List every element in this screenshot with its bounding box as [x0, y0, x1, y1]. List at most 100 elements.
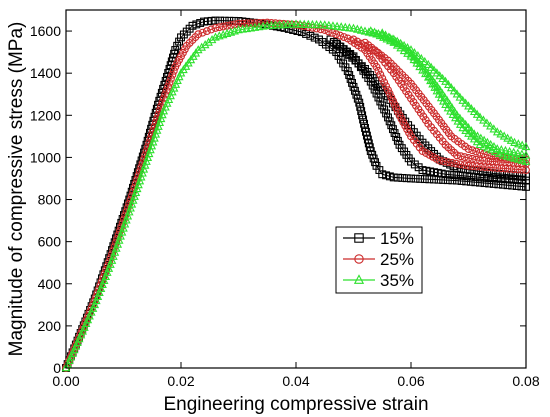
data-point — [219, 22, 228, 31]
data-point — [503, 181, 512, 190]
data-point — [509, 147, 518, 156]
data-point — [522, 176, 530, 185]
data-point — [97, 277, 106, 286]
data-point — [435, 85, 445, 94]
data-point — [476, 178, 484, 187]
data-point — [476, 133, 486, 142]
data-point — [479, 115, 488, 124]
data-point — [482, 118, 492, 127]
data-point — [447, 103, 457, 112]
data-point — [467, 131, 476, 140]
data-point — [364, 27, 374, 36]
data-point — [295, 19, 305, 28]
data-point — [225, 16, 234, 25]
data-point — [418, 61, 427, 71]
data-point — [359, 115, 368, 124]
data-point — [452, 110, 462, 119]
data-point — [445, 99, 454, 108]
data-point — [420, 65, 430, 74]
x-tick-label: 0.00 — [52, 373, 79, 389]
y-tick-label: 1000 — [30, 149, 61, 165]
data-point — [158, 110, 167, 119]
data-point — [99, 273, 108, 282]
data-point — [505, 146, 514, 155]
data-point — [143, 152, 153, 162]
data-point — [384, 32, 394, 41]
data-point — [123, 211, 133, 220]
data-point — [458, 116, 468, 125]
data-point — [316, 25, 325, 34]
data-point — [207, 34, 217, 44]
data-point — [339, 33, 348, 41]
data-point — [443, 176, 452, 185]
data-point — [460, 161, 469, 170]
data-point — [376, 97, 385, 106]
data-point — [73, 337, 82, 346]
data-point — [423, 68, 432, 77]
data-point — [166, 74, 175, 83]
data-point — [456, 160, 465, 169]
data-point — [356, 25, 366, 34]
data-point — [394, 38, 403, 47]
data-point — [387, 34, 397, 43]
data-point — [429, 65, 439, 74]
data-point — [83, 315, 93, 324]
data-point — [376, 70, 385, 79]
data-point — [389, 173, 398, 182]
data-point — [215, 23, 224, 32]
legend-marker — [354, 233, 364, 243]
data-point — [420, 56, 430, 66]
data-point — [134, 180, 143, 189]
data-point — [517, 140, 527, 149]
data-point — [382, 109, 391, 118]
data-point — [174, 72, 184, 81]
data-point — [324, 20, 334, 29]
data-point — [437, 88, 447, 97]
data-point — [360, 26, 370, 35]
data-point — [340, 22, 350, 31]
data-point — [366, 26, 376, 35]
axis-ticks: 0.00 0.02 0.04 0.06 0.08 0 200 400 600 800 1000 120… — [30, 10, 540, 389]
data-point — [138, 168, 147, 177]
data-point — [155, 117, 165, 127]
data-point — [116, 231, 125, 240]
data-point — [461, 119, 470, 129]
y-tick-label: 1200 — [30, 107, 61, 123]
data-point — [165, 78, 174, 87]
data-point — [432, 68, 442, 77]
data-point — [521, 156, 531, 165]
data-point — [492, 144, 502, 153]
data-point — [388, 96, 397, 105]
data-point — [349, 23, 358, 32]
data-point — [469, 106, 479, 116]
data-point — [345, 23, 354, 32]
data-point — [504, 170, 513, 179]
data-point — [128, 195, 138, 204]
data-point — [168, 70, 177, 79]
data-point — [397, 40, 407, 50]
data-point — [425, 175, 434, 184]
data-point — [242, 19, 251, 28]
data-point — [98, 279, 107, 288]
legend: 15% 25% 35% — [335, 226, 423, 294]
data-point — [496, 129, 506, 138]
data-point — [415, 58, 424, 67]
data-point — [486, 139, 495, 149]
data-point — [193, 45, 203, 54]
data-point — [90, 299, 100, 309]
data-point — [479, 149, 488, 158]
data-point — [106, 259, 115, 268]
data-point — [509, 171, 518, 180]
data-point — [428, 75, 437, 84]
data-point — [202, 27, 211, 36]
data-point — [358, 111, 367, 120]
x-tick-label: 0.04 — [282, 373, 309, 389]
data-point — [398, 173, 407, 182]
x-tick-label: 0.02 — [167, 373, 194, 389]
data-point — [464, 161, 473, 170]
data-point — [85, 311, 94, 320]
data-point — [80, 322, 89, 331]
legend-label: 35% — [380, 271, 414, 290]
data-point — [316, 20, 325, 29]
data-point — [154, 121, 163, 130]
